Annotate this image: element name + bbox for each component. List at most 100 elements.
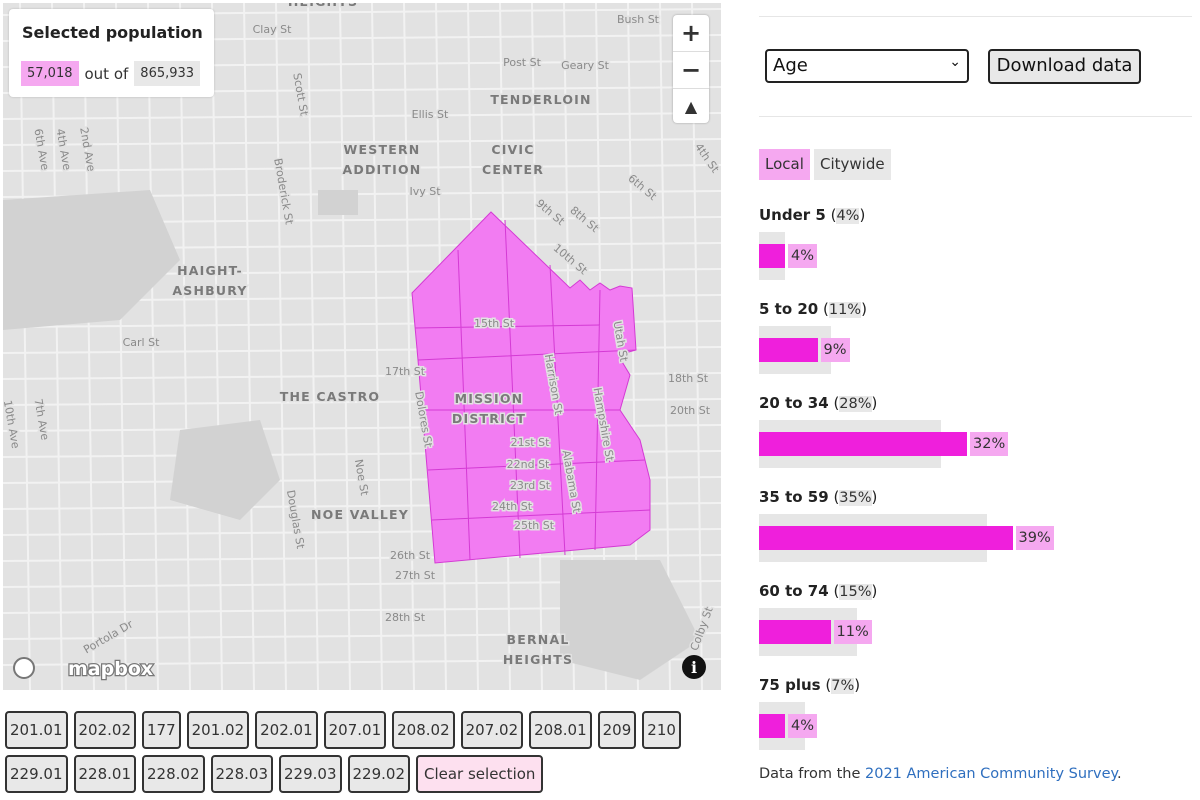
footer-link[interactable]: 2021 American Community Survey xyxy=(865,766,1118,782)
tract-button[interactable]: 208.02 xyxy=(392,711,455,749)
citywide-label: 35% xyxy=(839,489,872,506)
footer-prefix: Data from the xyxy=(759,766,861,782)
street xyxy=(403,3,415,690)
street xyxy=(3,112,721,120)
neighborhood-label: NOE VALLEY xyxy=(311,507,409,522)
tract-button[interactable]: 202.02 xyxy=(73,711,136,749)
selected-population: 57,018 xyxy=(21,61,79,86)
neighborhood-label: THE CASTRO xyxy=(280,389,381,404)
street xyxy=(307,3,319,690)
total-population: 865,933 xyxy=(134,61,201,86)
tab-local[interactable]: Local xyxy=(759,149,810,180)
neighborhood-label: WESTERN xyxy=(344,142,421,157)
street-label: 24th St xyxy=(492,500,533,513)
street xyxy=(51,3,63,690)
neighborhood-label: ASHBURY xyxy=(172,283,247,298)
tract-button[interactable]: 228.03 xyxy=(210,755,273,793)
map-attribution[interactable]: mapbox xyxy=(67,657,155,682)
group-label: 20 to 34 (28%) xyxy=(759,393,878,412)
compass[interactable]: ▲ xyxy=(684,97,698,116)
mapbox-logo xyxy=(13,657,35,679)
divider xyxy=(759,116,1192,117)
tab-citywide[interactable]: Citywide xyxy=(814,149,891,180)
street-label: 25th St xyxy=(514,519,555,532)
group-name: 60 to 74 xyxy=(759,581,829,600)
tract-button[interactable]: 209 xyxy=(597,711,637,749)
citywide-label: 11% xyxy=(828,301,862,318)
download-button[interactable]: Download data xyxy=(988,49,1141,84)
neighborhood-label: HAIGHT- xyxy=(177,263,243,278)
summary-title: Selected population xyxy=(22,23,203,42)
street-label: 20th St xyxy=(670,404,711,417)
street xyxy=(19,3,31,690)
variable-select[interactable]: Age ⌄ xyxy=(765,49,969,83)
street-label: Ellis St xyxy=(412,108,449,121)
street xyxy=(339,3,351,690)
local-bar xyxy=(759,713,785,738)
divider xyxy=(759,16,1192,17)
group-label: 5 to 20 (11%) xyxy=(759,299,867,318)
tract-button[interactable]: 177 xyxy=(142,711,181,749)
select-value: Age xyxy=(773,55,808,76)
local-label: 4% xyxy=(788,713,818,738)
zoom-in[interactable]: + xyxy=(673,15,709,52)
local-label: 39% xyxy=(1015,525,1054,550)
street-label: 23rd St xyxy=(510,479,551,492)
selected-area[interactable] xyxy=(411,211,651,564)
tract-button[interactable]: 228.02 xyxy=(142,755,205,793)
citywide-label: 15% xyxy=(839,583,872,600)
group-label: 75 plus (7%) xyxy=(759,675,861,694)
local-label: 32% xyxy=(970,431,1009,456)
street-label: 15th St xyxy=(474,317,515,330)
info-button[interactable] xyxy=(682,655,706,679)
group-name: Under 5 xyxy=(759,206,826,224)
tract-button[interactable]: 202.01 xyxy=(255,711,318,749)
street-label: Carl St xyxy=(123,336,160,349)
group-label: 35 to 59 (35%) xyxy=(759,487,878,506)
tract-list: 201.01 202.02 177 201.02 202.01 207.01 208.02 2… xyxy=(5,711,725,793)
tract-button[interactable]: 201.02 xyxy=(186,711,250,749)
tract-button[interactable]: 228.01 xyxy=(73,755,136,793)
neighborhood-label: DISTRICT xyxy=(452,411,526,426)
clear-button[interactable]: Clear selection xyxy=(416,755,544,793)
street-label: 26th St xyxy=(390,549,431,562)
local-label: 9% xyxy=(820,337,850,362)
group-name: 20 to 34 xyxy=(759,393,829,412)
neighborhood-label: CENTER xyxy=(482,162,544,177)
local-bar xyxy=(759,244,785,268)
tract-button[interactable]: 229.01 xyxy=(5,755,68,793)
local-bar xyxy=(759,337,818,362)
tract-button[interactable]: 229.02 xyxy=(347,755,410,793)
zoom-controls: + − ▲ xyxy=(673,15,709,123)
local-bar xyxy=(759,431,967,456)
select-arrow: ⌄ xyxy=(949,54,961,70)
local-bar xyxy=(759,619,831,644)
street-label: 28th St xyxy=(385,611,426,624)
street xyxy=(371,3,383,690)
neighborhood-label: CIVIC xyxy=(491,142,534,157)
group-name: 35 to 59 xyxy=(759,487,829,506)
local-label: 11% xyxy=(833,619,872,644)
summary-row: 57,018 out of 865,933 xyxy=(21,61,201,86)
tract-button[interactable]: 210 xyxy=(642,711,681,749)
tract-button[interactable]: 208.01 xyxy=(529,711,592,749)
street-label: Noe St xyxy=(352,458,371,497)
tract-borders xyxy=(414,219,651,561)
parks xyxy=(3,190,700,680)
tract-button[interactable]: 207.02 xyxy=(460,711,524,749)
local-bar xyxy=(759,525,1013,550)
street-label: Geary St xyxy=(561,59,610,72)
tract-button[interactable]: 201.01 xyxy=(5,711,68,749)
neighborhood-label: MISSION xyxy=(455,391,524,406)
tract-button[interactable]: 229.03 xyxy=(279,755,342,793)
neighborhood-label: TENDERLOIN xyxy=(490,92,591,107)
street xyxy=(3,164,721,172)
tract-button[interactable]: 207.01 xyxy=(323,711,387,749)
map[interactable]: HEIGHTS TENDERLOIN WESTERN ADDITION CIVIC CEN… xyxy=(3,3,721,690)
neighborhood-label: BERNAL xyxy=(507,632,570,647)
zoom-out[interactable]: − xyxy=(673,52,709,89)
group-label: Under 5 (4%) xyxy=(759,206,866,224)
street-label: 17th St xyxy=(385,365,426,378)
neighborhood-label: HEIGHTS xyxy=(288,3,358,9)
